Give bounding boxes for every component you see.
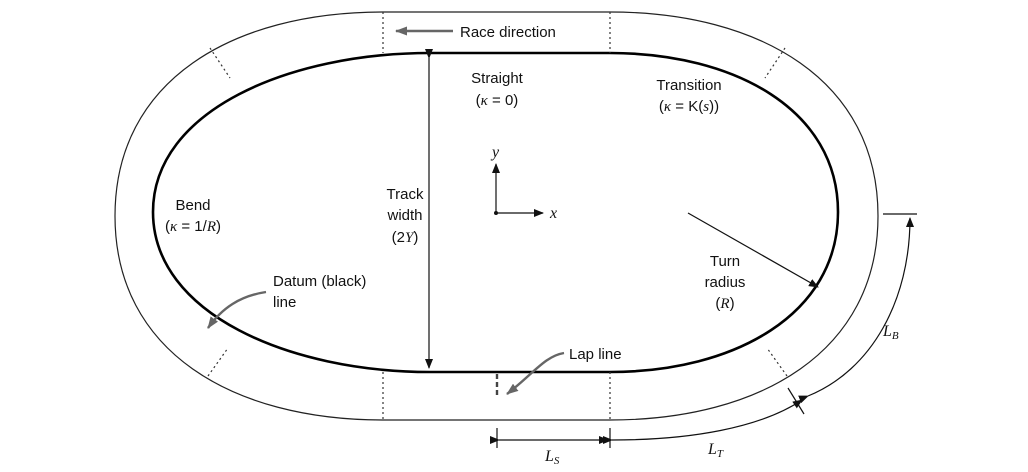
axis-y-label: y [490,144,500,161]
race-direction-label: Race direction [460,24,556,41]
ls-label: LS [544,448,560,467]
transition-curvature: (κ = K(s)) [659,98,719,115]
turn-radius-label-3: (R) [715,295,734,312]
lb-dimension [798,217,914,404]
lap-line-label: Lap line [569,346,622,363]
turn-radius-label-2: radius [705,274,746,291]
datum-pointer-arrow [207,290,267,329]
bend-label: Bend [175,197,210,214]
datum-line [151,51,840,374]
turn-radius-arrow [687,212,819,288]
datum-label-2: line [273,294,296,311]
datum-label-1: Datum (black) [273,273,366,290]
lap-line-pointer-arrow [506,351,565,395]
coordinate-axes [492,163,544,217]
track-width-label-2: width [386,207,422,224]
lt-label: LT [707,441,724,460]
turn-radius-label-1: Turn [710,253,740,270]
axis-x-label: x [549,205,557,222]
track-width-label-1: Track [387,186,424,203]
lb-label: LB [882,323,899,342]
ls-dimension [490,428,611,448]
track-width-label-3: (2Y) [392,229,419,246]
straight-curvature: (κ = 0) [476,92,519,109]
transition-label: Transition [656,77,721,94]
lt-dimension [602,399,803,445]
lt-tick [787,387,805,415]
bend-curvature: (κ = 1/R) [165,218,221,235]
straight-label: Straight [471,70,524,87]
